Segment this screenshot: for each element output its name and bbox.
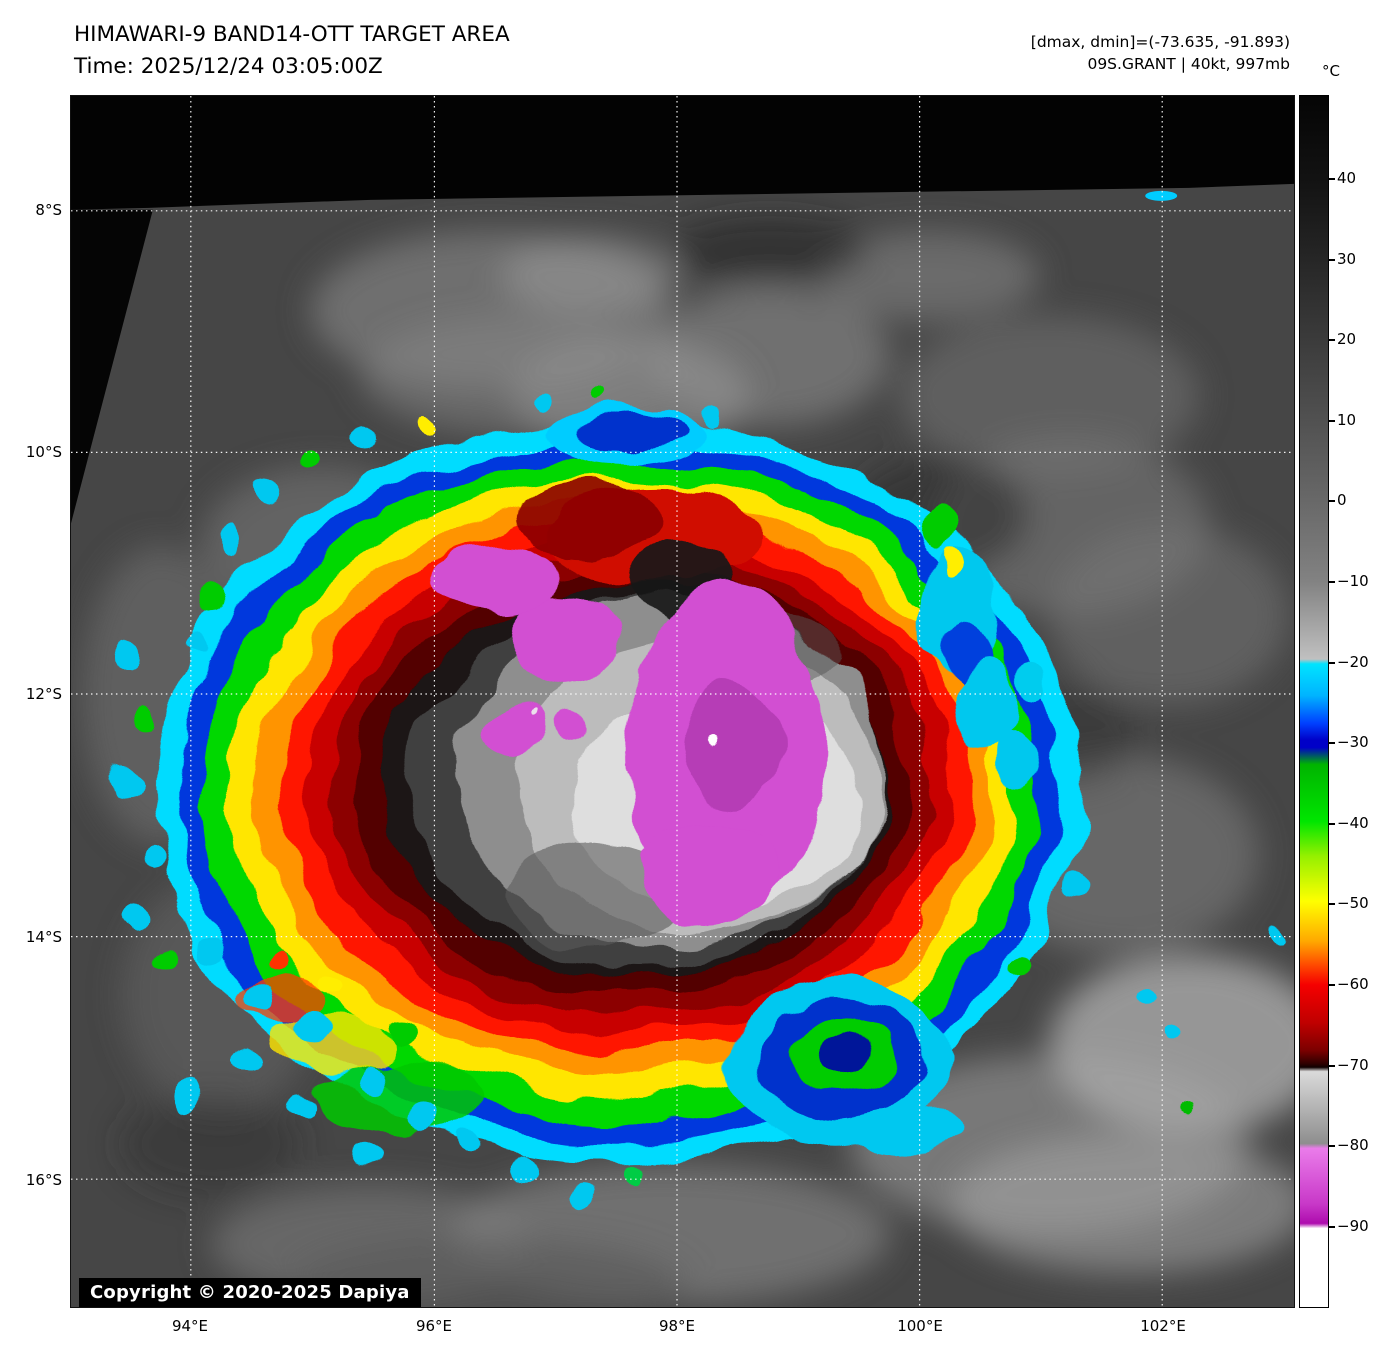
lon-label-98e: 98°E bbox=[658, 1317, 696, 1335]
colorbar-tickmark bbox=[1329, 742, 1335, 744]
colorbar-tick-m50: −50 bbox=[1337, 894, 1369, 912]
lat-label-12s: 12°S bbox=[25, 685, 62, 703]
eye-feature bbox=[534, 709, 724, 749]
cold-speck bbox=[1145, 190, 1178, 201]
grid-overlay bbox=[71, 96, 1294, 1307]
colorbar-tick-m10: −10 bbox=[1337, 572, 1369, 590]
satellite-image-panel: Copyright © 2020-2025 Dapiya bbox=[70, 95, 1295, 1308]
figure-title: HIMAWARI-9 BAND14-OTT TARGET AREA bbox=[74, 22, 510, 47]
lat-label-14s: 14°S bbox=[25, 928, 62, 946]
figure-time: Time: 2025/12/24 03:05:00Z bbox=[74, 54, 383, 79]
lat-label-10s: 10°S bbox=[25, 443, 62, 461]
satellite-image bbox=[71, 96, 1294, 1307]
colorbar-tick-m60: −60 bbox=[1337, 975, 1369, 993]
colorbar-tick-m70: −70 bbox=[1337, 1056, 1369, 1074]
colorbar-tick-m40: −40 bbox=[1337, 814, 1369, 832]
colorbar-tickmark bbox=[1329, 178, 1335, 180]
background-clouds bbox=[80, 215, 1294, 1307]
lat-label-8s: 8°S bbox=[35, 201, 62, 219]
colorbar-tickmark bbox=[1329, 984, 1335, 986]
colorbar-tickmark bbox=[1329, 420, 1335, 422]
colorbar-tickmark bbox=[1329, 500, 1335, 502]
storm-annotation: 09S.GRANT | 40kt, 997mb bbox=[1087, 55, 1290, 73]
no-data-region bbox=[71, 96, 1294, 524]
colorbar-tick-m80: −80 bbox=[1337, 1136, 1369, 1154]
colorbar-tickmark bbox=[1329, 903, 1335, 905]
colorbar-tick-m20: −20 bbox=[1337, 653, 1369, 671]
colorbar-tickmark bbox=[1329, 1065, 1335, 1067]
colorbar-tickmark bbox=[1329, 581, 1335, 583]
warm-intrusion bbox=[520, 482, 750, 625]
colorbar-tick-40: 40 bbox=[1337, 169, 1357, 187]
colorbar-tick-m90: −90 bbox=[1337, 1217, 1369, 1235]
lat-label-16s: 16°S bbox=[25, 1171, 62, 1189]
colorbar-tick-30: 30 bbox=[1337, 250, 1357, 268]
lon-label-100e: 100°E bbox=[897, 1317, 943, 1335]
lon-label-96e: 96°E bbox=[415, 1317, 453, 1335]
storm-system bbox=[156, 418, 1080, 1162]
colorbar-tick-0: 0 bbox=[1337, 491, 1347, 509]
coldest-cloud-tops bbox=[432, 545, 825, 930]
peripheral-convection bbox=[106, 387, 1286, 1211]
colorbar-tick-m30: −30 bbox=[1337, 733, 1369, 751]
colorbar-tick-20: 20 bbox=[1337, 330, 1357, 348]
lon-label-102e: 102°E bbox=[1140, 1317, 1186, 1335]
copyright-badge: Copyright © 2020-2025 Dapiya bbox=[79, 1278, 421, 1307]
dmax-dmin-annotation: [dmax, dmin]=(-73.635, -91.893) bbox=[1030, 33, 1290, 51]
colorbar-unit-label: °C bbox=[1322, 62, 1340, 80]
colorbar-tick-10: 10 bbox=[1337, 411, 1357, 429]
colorbar-tickmark bbox=[1329, 259, 1335, 261]
colorbar-tickmark bbox=[1329, 1145, 1335, 1147]
colorbar-tickmark bbox=[1329, 823, 1335, 825]
colorbar bbox=[1299, 95, 1329, 1308]
colorbar-tickmark bbox=[1329, 1226, 1335, 1228]
colorbar-tickmark bbox=[1329, 662, 1335, 664]
lon-label-94e: 94°E bbox=[171, 1317, 209, 1335]
colorbar-tickmark bbox=[1329, 339, 1335, 341]
